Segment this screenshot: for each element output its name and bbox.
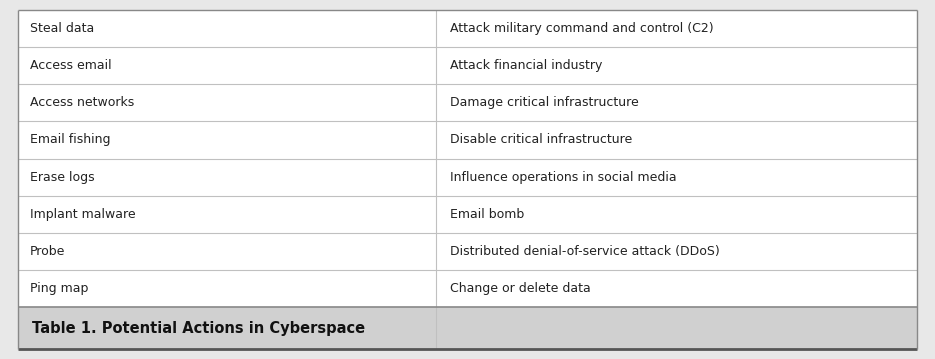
Text: Distributed denial-of-service attack (DDoS): Distributed denial-of-service attack (DD… <box>450 245 720 258</box>
Text: Email fishing: Email fishing <box>30 134 110 146</box>
Text: Table 1. Potential Actions in Cyberspace: Table 1. Potential Actions in Cyberspace <box>32 321 366 336</box>
Text: Erase logs: Erase logs <box>30 171 94 183</box>
Text: Implant malware: Implant malware <box>30 208 136 221</box>
Text: Attack military command and control (C2): Attack military command and control (C2) <box>450 22 713 35</box>
Text: Damage critical infrastructure: Damage critical infrastructure <box>450 96 639 109</box>
Text: Probe: Probe <box>30 245 65 258</box>
Text: Attack financial industry: Attack financial industry <box>450 59 602 72</box>
Text: Ping map: Ping map <box>30 282 89 295</box>
Text: Email bomb: Email bomb <box>450 208 525 221</box>
Text: Access email: Access email <box>30 59 111 72</box>
Bar <box>18 307 917 349</box>
Text: Steal data: Steal data <box>30 22 94 35</box>
Text: Disable critical infrastructure: Disable critical infrastructure <box>450 134 632 146</box>
Text: Influence operations in social media: Influence operations in social media <box>450 171 677 183</box>
Text: Access networks: Access networks <box>30 96 135 109</box>
Text: Change or delete data: Change or delete data <box>450 282 591 295</box>
